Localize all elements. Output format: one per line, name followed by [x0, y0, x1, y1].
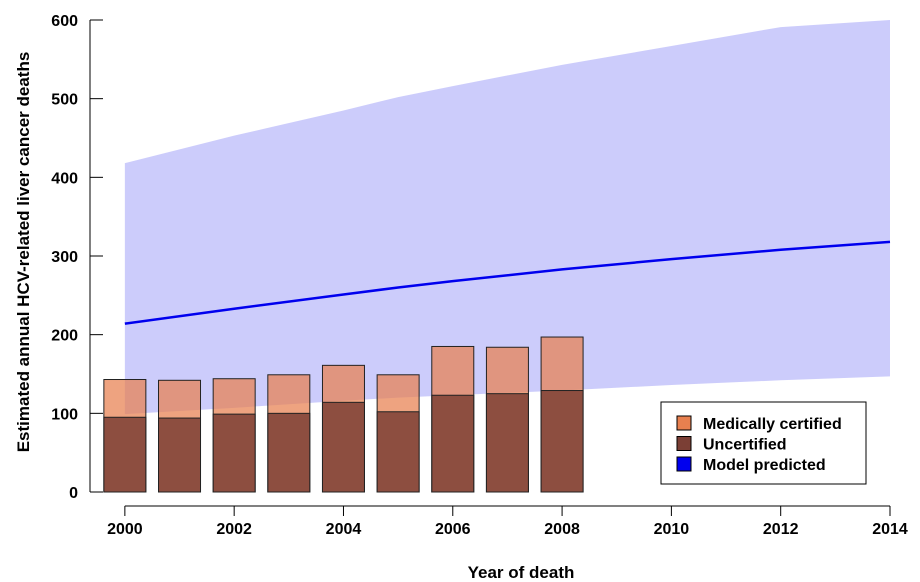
model-predicted-line	[124, 240, 891, 325]
bar-uncertified-2004	[321, 401, 365, 493]
x-tick-label-2002: 2002	[216, 521, 252, 538]
x-tick-label-2004: 2004	[326, 521, 362, 538]
bar-uncertified-2003	[267, 412, 311, 493]
legend-box	[660, 401, 867, 485]
x-tick-label-2008: 2008	[544, 521, 580, 538]
x-tick-label-2012: 2012	[763, 521, 799, 538]
legend-swatch-medically-certified	[676, 415, 692, 431]
model-line	[124, 240, 891, 325]
bar-uncertified-2002	[212, 413, 256, 493]
confidence-band-area	[124, 20, 891, 415]
legend: Medically certified Uncertified Model pred…	[660, 401, 867, 485]
x-tick-label-2010: 2010	[654, 521, 690, 538]
legend-label-model-predicted: Model predicted	[703, 457, 826, 474]
y-tick-label-100: 100	[51, 406, 78, 423]
y-tick-label-500: 500	[51, 92, 78, 109]
bar-uncertified-2006	[431, 394, 475, 493]
x-axis: 2000 2002 2004 2006 2008 2010 2012 2014	[107, 505, 908, 538]
bar-uncertified-2005	[376, 411, 420, 493]
legend-swatch-model-predicted	[676, 456, 692, 472]
y-tick-label-0: 0	[69, 485, 78, 502]
bar-uncertified-2001	[158, 417, 202, 493]
legend-swatch-uncertified	[676, 436, 692, 451]
x-tick-label-2006: 2006	[435, 521, 471, 538]
x-axis-title: Year of death	[468, 563, 575, 582]
y-tick-label-300: 300	[51, 249, 78, 266]
model-confidence-band	[124, 20, 891, 415]
y-axis: 0 100 200 300 400 500 600	[51, 13, 103, 502]
bar-group	[103, 336, 584, 493]
y-axis-title: Estimated annual HCV-related liver cance…	[14, 52, 33, 453]
legend-label-uncertified: Uncertified	[703, 437, 787, 454]
x-tick-label-2000: 2000	[107, 521, 143, 538]
bar-uncertified-2007	[485, 393, 529, 493]
bar-uncertified-2008	[540, 390, 584, 493]
y-tick-label-600: 600	[51, 13, 78, 30]
y-tick-label-400: 400	[51, 170, 78, 187]
x-tick-label-2014: 2014	[872, 521, 908, 538]
bar-uncertified-2000	[103, 416, 147, 493]
y-tick-label-200: 200	[51, 328, 78, 345]
legend-label-medically-certified: Medically certified	[703, 416, 842, 433]
